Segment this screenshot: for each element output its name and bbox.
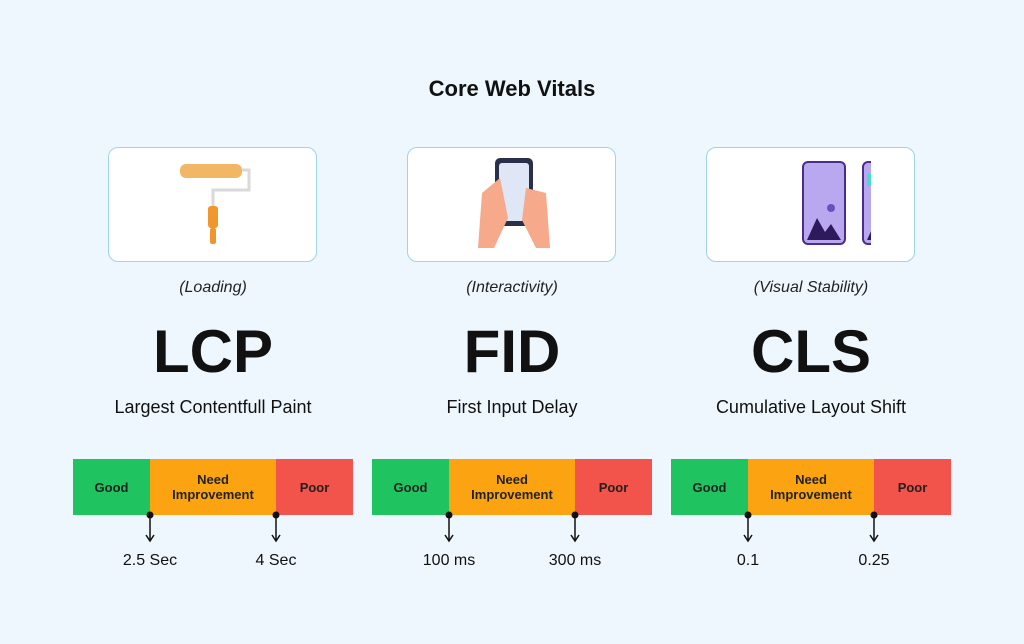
category: (Visual Stability)	[681, 279, 941, 297]
threshold-label: 0.1	[688, 552, 808, 570]
segment-text: Poor	[897, 479, 928, 495]
segment-text: Good	[692, 479, 727, 495]
acronym: CLS	[661, 318, 961, 386]
acronym: FID	[362, 318, 662, 386]
segment: Poor	[276, 459, 353, 515]
segment-text: Good	[94, 479, 129, 495]
category: (Loading)	[83, 279, 343, 297]
threshold-label: 2.5 Sec	[90, 552, 210, 570]
acronym-text: FID	[463, 318, 561, 385]
arrow-head	[743, 534, 753, 543]
arrow-head	[869, 534, 879, 543]
metric-name-text: First Input Delay	[446, 397, 578, 417]
threshold-label: 100 ms	[389, 552, 509, 570]
threshold-label-text: 4 Sec	[255, 552, 297, 569]
segment-text: Need Improvement	[471, 472, 553, 502]
acronym-text: CLS	[751, 318, 871, 385]
category-text: (Loading)	[179, 279, 247, 296]
icon-card	[407, 147, 616, 262]
threshold-label: 0.25	[814, 552, 934, 570]
segment: Poor	[874, 459, 951, 515]
arrow-head	[271, 534, 281, 543]
arrow-head	[145, 534, 155, 543]
threshold-label-text: 300 ms	[548, 552, 602, 569]
phone-icon	[477, 158, 550, 248]
segment: Poor	[575, 459, 652, 515]
segment-text: Poor	[299, 479, 330, 495]
paint-roller-icon	[179, 164, 250, 244]
acronym: LCP	[63, 318, 363, 386]
layout-shift-icon	[801, 161, 871, 245]
category-text: (Visual Stability)	[753, 279, 869, 296]
arrow-head	[570, 534, 580, 543]
segment: Good	[671, 459, 748, 515]
segment-text: Good	[393, 479, 428, 495]
metric-name: First Input Delay	[412, 396, 612, 418]
segment: Need Improvement	[748, 459, 874, 515]
acronym-text: LCP	[153, 318, 273, 385]
threshold-label-text: 2.5 Sec	[122, 552, 178, 569]
segment-text: Need Improvement	[172, 472, 254, 502]
segment: Need Improvement	[150, 459, 276, 515]
threshold-label-text: 100 ms	[422, 552, 476, 569]
category: (Interactivity)	[382, 279, 642, 297]
metric-name: Largest Contentfull Paint	[113, 396, 313, 418]
icon-card	[706, 147, 915, 262]
threshold-label-text: 0.25	[858, 552, 890, 569]
threshold-label: 300 ms	[515, 552, 635, 570]
segment-text: Poor	[598, 479, 629, 495]
arrow-head	[444, 534, 454, 543]
segment: Good	[73, 459, 150, 515]
threshold-label-text: 0.1	[736, 552, 760, 569]
segment-text: Need Improvement	[770, 472, 852, 502]
title: Core Web Vitals	[428, 76, 596, 101]
threshold-label: 4 Sec	[216, 552, 336, 570]
icon-card	[108, 147, 317, 262]
metric-name-text: Largest Contentfull Paint	[114, 397, 312, 417]
metric-name: Cumulative Layout Shift	[711, 396, 911, 418]
segment: Good	[372, 459, 449, 515]
category-text: (Interactivity)	[466, 279, 558, 296]
metric-name-text: Cumulative Layout Shift	[715, 397, 907, 417]
segment: Need Improvement	[449, 459, 575, 515]
